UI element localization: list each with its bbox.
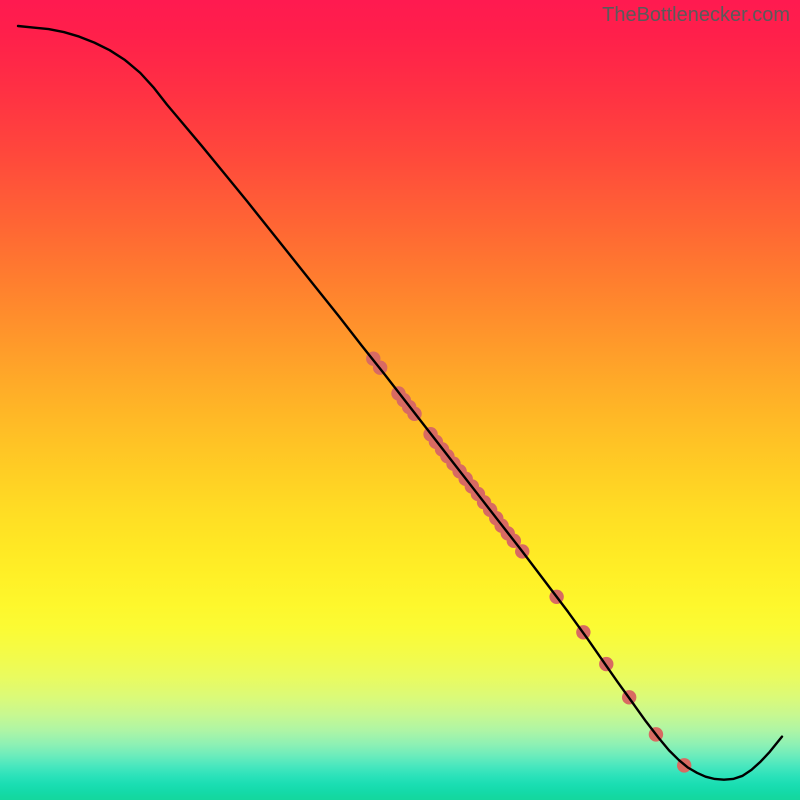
chart-svg — [0, 0, 800, 800]
bottleneck-chart: TheBottlenecker.com — [0, 0, 800, 800]
